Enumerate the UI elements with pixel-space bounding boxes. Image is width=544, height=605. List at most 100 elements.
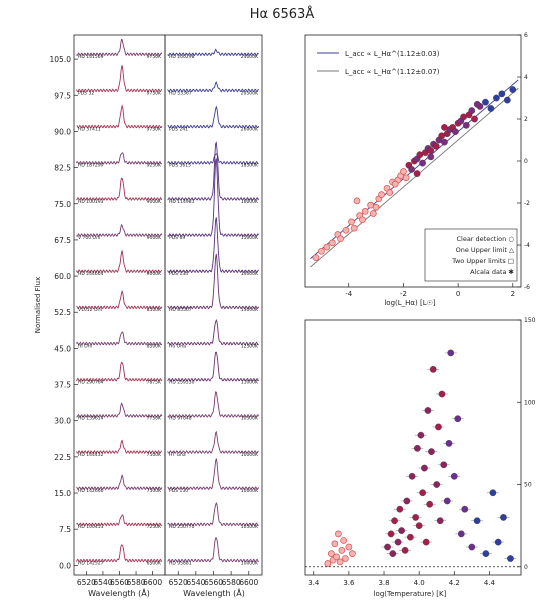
spectrum-line [76, 361, 163, 382]
star-name-label: V 700 Oril [78, 235, 100, 241]
teff-label: 6500K [147, 560, 162, 566]
data-point [401, 546, 409, 554]
data-point [349, 550, 356, 557]
data-point [452, 128, 459, 135]
y-tick-label: 97.5 [54, 91, 71, 100]
data-point [327, 550, 335, 557]
teff-label: 26000K [241, 126, 259, 132]
star-name-label: PDS 3615 [169, 163, 191, 169]
spectrum-line [76, 402, 163, 418]
data-point [424, 407, 432, 414]
legend-entry: One Upper limit △ [456, 246, 514, 254]
spectra-left-xlabel: Wavelength (Å) [88, 587, 150, 598]
teff-label: 29500K [241, 90, 259, 96]
y-tick-label: -2 [524, 200, 530, 207]
y-tick-label: 37.5 [54, 381, 71, 390]
y-tick-label: 2 [524, 116, 528, 123]
data-point [340, 537, 347, 544]
teff-label: 10000K [241, 452, 259, 458]
data-point [427, 153, 435, 161]
data-point [391, 517, 398, 525]
spectrum-line [167, 158, 259, 238]
teff-label: 18500K [241, 163, 259, 169]
legend-entry: Two Upper limits □ [451, 257, 514, 265]
data-point [487, 105, 495, 112]
spectra-panel: 652065406560658066000.07.515.022.530.037… [34, 34, 263, 598]
star-name-label: HD 114981 [169, 199, 195, 205]
spectrum-line [167, 81, 259, 93]
data-point [391, 180, 399, 188]
y-tick-label: 50 [524, 482, 532, 489]
data-point [336, 558, 344, 566]
teff-label: 10500K [241, 416, 259, 422]
temperature-plot: 3.4 3.6 3.8 4.0 4.2 4.4 0 50 100 150 [305, 317, 536, 587]
spectrum-line [76, 249, 163, 274]
data-point [450, 472, 458, 480]
spectrum-line [76, 289, 163, 310]
legend-fit-label: L_acc ∝ L_Hα^(1.12±0.03) [345, 50, 440, 58]
teff-label: 15000K [241, 235, 259, 241]
data-point [408, 472, 416, 480]
spectrum-line [167, 501, 259, 527]
data-point [417, 431, 425, 439]
legend-entry: Alcala data ✱ [470, 268, 514, 276]
x-tick-label: -4 [345, 290, 353, 298]
teff-label: 13000K [241, 307, 259, 313]
data-point [421, 464, 428, 472]
data-point [318, 247, 325, 255]
y-tick-label: 90.0 [54, 127, 71, 136]
data-point [473, 100, 481, 108]
spectrum-line [167, 319, 259, 346]
data-point [457, 530, 465, 538]
spectrum-line [167, 105, 260, 129]
data-point [415, 522, 423, 529]
spectrum-line [76, 439, 163, 455]
teff-label: 11000K [241, 380, 259, 386]
data-point [422, 538, 430, 546]
data-point [441, 138, 448, 146]
data-point [331, 540, 339, 548]
star-name-label: PDS 32 [78, 90, 94, 96]
data-point [498, 90, 506, 98]
data-point [436, 517, 444, 525]
teff-label: 14000K [241, 271, 259, 277]
x-tick-label: 6540 [93, 578, 112, 587]
x-tick-label: 2 [511, 290, 515, 298]
x-tick-label: 4.2 [449, 579, 460, 587]
star-name-label: HD 200298 [169, 54, 195, 60]
spectrum-line [76, 38, 163, 57]
luminosity-panel: -4 -2 0 2 -6 -4 -2 0 2 4 6 L_acc ∝ L_Hα^(1.12±0.03)… [304, 32, 530, 307]
data-point [384, 543, 391, 551]
data-point [328, 239, 336, 247]
x-tick-label: 6580 [126, 578, 145, 587]
data-point [403, 497, 411, 505]
data-point [348, 218, 355, 226]
data-point [350, 224, 358, 232]
data-point [338, 546, 346, 554]
star-name-label: HD 259550 [169, 380, 195, 386]
data-point [335, 530, 342, 538]
data-point [447, 349, 455, 357]
y-tick-label: 6 [524, 32, 528, 39]
teff-label: 12500K [241, 343, 259, 349]
data-point [359, 216, 366, 224]
spectrum-line [76, 514, 163, 527]
spectrum-line [167, 153, 259, 165]
data-point [333, 553, 340, 561]
data-point [426, 500, 434, 508]
data-point [435, 423, 442, 431]
star-name-label: HD 97048 [169, 416, 192, 422]
star-name-label: HD 144432 [78, 452, 104, 458]
y-tick-label: 0 [524, 564, 528, 571]
data-point [493, 94, 500, 102]
x-tick-label: 6560 [204, 578, 223, 587]
data-point [454, 415, 462, 423]
data-point [503, 96, 511, 104]
data-point [389, 550, 397, 557]
star-name-label: PDS 241 [169, 126, 188, 132]
data-point [462, 121, 470, 129]
y-tick-label: 60.0 [54, 272, 71, 281]
teff-label: 7500K [147, 452, 162, 458]
